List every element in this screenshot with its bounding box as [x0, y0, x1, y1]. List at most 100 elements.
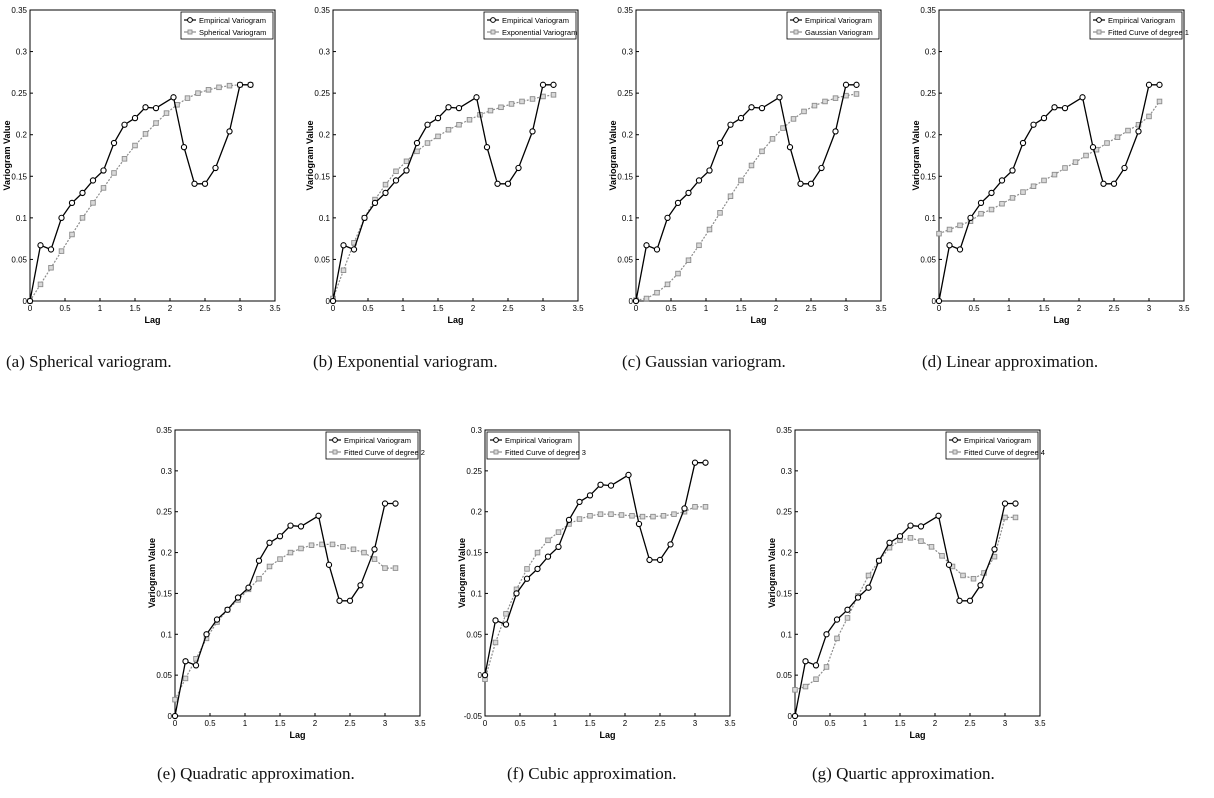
fitted-line	[794, 516, 1016, 691]
legend-label: Fitted Curve of degree 1	[1108, 28, 1189, 37]
y-tick-label: 0.15	[920, 172, 936, 181]
empirical-point	[1110, 180, 1118, 187]
empirical-point	[315, 512, 322, 519]
x-tick-label: 2.5	[964, 719, 976, 728]
fitted-point	[498, 104, 504, 111]
y-tick-label: 0	[23, 297, 28, 306]
empirical-point	[371, 199, 379, 207]
empirical-point	[956, 246, 964, 253]
x-tick-label: 0.5	[59, 304, 71, 313]
empirical-point	[152, 104, 160, 112]
empirical-point	[213, 616, 221, 623]
fitted-point	[639, 513, 646, 520]
fitted-point	[226, 82, 233, 89]
y-tick-label: 0.1	[319, 214, 331, 223]
empirical-point	[702, 459, 709, 466]
empirical-point	[681, 505, 688, 512]
chart-panel-f: 0 0.5 1 1.5 2 2.5 3 3.5 -0.05 0 0.05 0.1 0.15 0.2 0.25…	[455, 420, 755, 798]
empirical-point	[786, 144, 794, 151]
fitted-point	[256, 575, 262, 582]
empirical-point	[1051, 104, 1058, 111]
empirical-point	[818, 164, 825, 172]
y-axis-label: Variogram Value	[911, 120, 921, 190]
fitted-line	[332, 94, 554, 299]
y-tick-label: 0.35	[920, 6, 936, 15]
empirical-point	[576, 498, 583, 506]
empirical-point	[515, 164, 522, 172]
fitted-point	[629, 513, 635, 519]
legend-label: Empirical Variogram	[199, 16, 266, 25]
fitted-point	[999, 200, 1005, 207]
empirical-point	[170, 94, 177, 101]
fitted-point	[957, 222, 963, 229]
x-tick-label: 2	[471, 304, 476, 313]
empirical-point	[886, 539, 893, 546]
fitted-point	[946, 226, 953, 233]
legend-label: Fitted Curve of degree 2	[344, 448, 425, 457]
empirical-point	[361, 214, 368, 222]
fitted-point	[205, 87, 212, 93]
legend-swatch-marker	[332, 437, 338, 443]
x-tick-label: 1	[704, 304, 709, 313]
fitted-point	[340, 267, 347, 273]
fitted-point	[696, 242, 702, 249]
fitted-point	[650, 513, 656, 520]
empirical-point	[597, 481, 604, 488]
empirical-point	[424, 121, 431, 128]
x-tick-label: 0	[634, 304, 639, 313]
fitted-point	[277, 556, 283, 562]
empirical-point	[297, 523, 305, 530]
fitted-point	[801, 108, 807, 115]
fitted-point	[361, 549, 367, 556]
legend-swatch-marker	[793, 17, 799, 23]
empirical-point	[1012, 500, 1019, 507]
x-tick-label: 1.5	[584, 719, 596, 728]
x-tick-label: 3	[844, 304, 849, 313]
fitted-point	[759, 148, 765, 155]
empirical-point	[58, 214, 65, 222]
legend-label: Empirical Variogram	[1108, 16, 1175, 25]
empirical-line	[794, 502, 1016, 717]
fitted-point	[748, 162, 755, 169]
fitted-point	[1062, 165, 1068, 171]
empirical-point	[875, 557, 883, 564]
fitted-point	[216, 84, 222, 91]
fitted-point	[392, 565, 399, 571]
empirical-point	[413, 139, 421, 147]
fitted-point	[1114, 134, 1121, 140]
empirical-point	[483, 144, 491, 151]
x-tick-label: 1.5	[735, 304, 747, 313]
x-tick-label: 1	[98, 304, 103, 313]
empirical-point	[100, 167, 107, 174]
y-tick-label: 0.3	[781, 467, 793, 476]
x-tick-label: 2	[933, 719, 938, 728]
legend-swatch-marker	[1096, 17, 1102, 23]
empirical-point	[26, 297, 34, 305]
x-tick-label: 3.5	[1178, 304, 1190, 313]
legend-label: Spherical Variogram	[199, 28, 266, 37]
x-tick-label: 0.5	[204, 719, 216, 728]
empirical-point	[434, 114, 442, 122]
empirical-point	[695, 177, 703, 184]
empirical-point	[180, 144, 188, 151]
chart-svg: 0 0.5 1 1.5 2 2.5 3 3.5 0 0.05 0.1 0.15 0.2 0.25 0.3 0.…	[911, 6, 1190, 325]
empirical-point	[89, 177, 97, 184]
empirical-point	[586, 492, 594, 499]
fitted-point	[466, 116, 473, 123]
empirical-point	[977, 199, 985, 207]
legend-label: Empirical Variogram	[502, 16, 569, 25]
fitted-line	[29, 84, 251, 302]
plot-frame	[938, 9, 1185, 302]
x-tick-label: 2.5	[502, 304, 514, 313]
fitted-point	[1012, 514, 1019, 521]
x-tick-label: 3	[1003, 719, 1008, 728]
fitted-point	[643, 295, 650, 302]
fitted-point	[1135, 121, 1142, 128]
legend-swatch-marker	[493, 437, 499, 443]
plot-frame	[635, 9, 882, 302]
x-tick-label: 0	[483, 719, 488, 728]
chart-panel-b: 0 0.5 1 1.5 2 2.5 3 3.5 0 0.05 0.1 0.15 0.2 0.25 0.3 0.…	[303, 0, 603, 392]
x-tick-label: 3	[1147, 304, 1152, 313]
fitted-point	[121, 156, 128, 162]
empirical-point	[812, 662, 820, 669]
